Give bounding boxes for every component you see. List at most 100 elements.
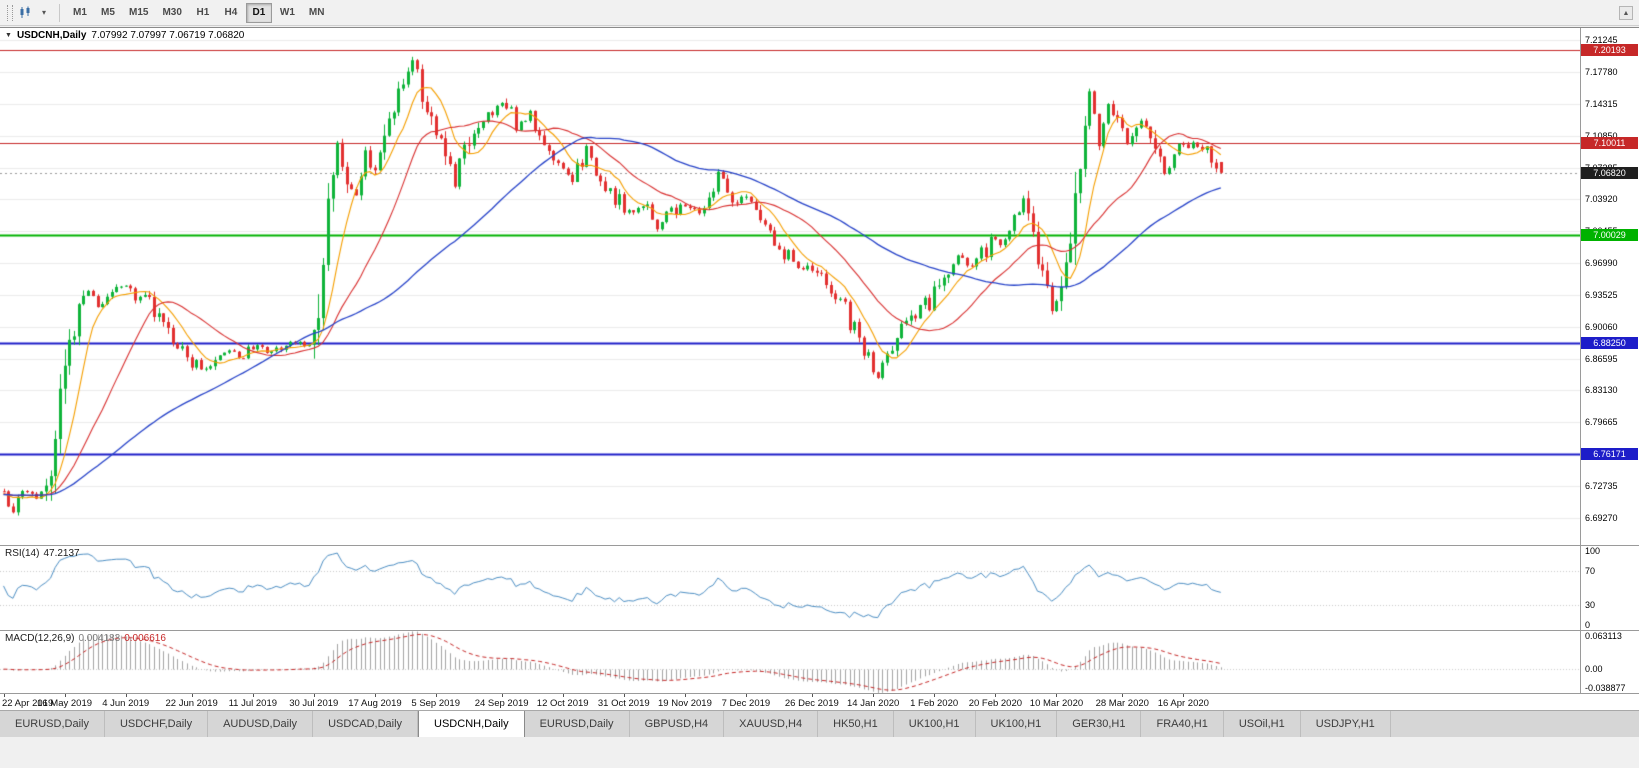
chart-type-button[interactable] bbox=[16, 3, 35, 23]
date-tick-mark bbox=[1056, 694, 1057, 697]
chart-window: 7.212457.177807.143157.108507.073857.039… bbox=[0, 27, 1639, 711]
rsi-tick-label: 100 bbox=[1585, 546, 1601, 556]
price-level-badge: 7.00029 bbox=[1581, 229, 1638, 242]
chart-tab-eurusd-daily[interactable]: EURUSD,Daily bbox=[0, 711, 105, 737]
date-tick-mark bbox=[65, 694, 66, 697]
macd-tick-label: 0.00 bbox=[1585, 664, 1603, 675]
chart-tab-ger30-h1[interactable]: GER30,H1 bbox=[1057, 711, 1142, 737]
date-tick-mark bbox=[436, 694, 437, 697]
macd-signal-value: 0.006616 bbox=[124, 633, 166, 644]
toolbar-separator bbox=[59, 3, 60, 22]
chart-ohlc-values: 7.07992 7.07997 7.06719 7.06820 bbox=[91, 30, 245, 41]
macd-indicator-label: MACD(12,26,9) 0.004183 0.006616 bbox=[5, 633, 170, 644]
date-label: 22 Jun 2019 bbox=[165, 698, 218, 709]
rsi-tick-label: 30 bbox=[1585, 599, 1596, 610]
timeframe-button-m15[interactable]: M15 bbox=[123, 3, 154, 23]
chart-tab-eurusd-daily[interactable]: EURUSD,Daily bbox=[524, 711, 630, 737]
price-tick-label: 6.96990 bbox=[1585, 258, 1618, 269]
chart-type-caret-icon[interactable]: ▾ bbox=[35, 3, 53, 23]
chart-tab-uk100-h1[interactable]: UK100,H1 bbox=[893, 711, 976, 737]
pane-splitter[interactable] bbox=[0, 545, 1639, 546]
price-chart-pane[interactable] bbox=[0, 28, 1580, 545]
rsi-name: RSI(14) bbox=[5, 548, 40, 559]
macd-indicator-pane[interactable] bbox=[0, 631, 1580, 693]
chart-tab-bar: EURUSD,Daily USDCHF,Daily AUDUSD,Daily USDC… bbox=[0, 710, 1639, 737]
chart-tab-usdcnh-daily[interactable]: USDCNH,Daily bbox=[418, 711, 525, 737]
price-axis[interactable]: 7.212457.177807.143157.108507.073857.039… bbox=[1581, 28, 1639, 545]
time-axis[interactable]: 22 Apr 2019 16 May 2019 4 Jun 2019 22 Jun 2… bbox=[0, 694, 1639, 711]
date-tick-mark bbox=[934, 694, 935, 697]
rsi-indicator-pane[interactable] bbox=[0, 546, 1580, 630]
rsi-value: 47.2137 bbox=[43, 548, 80, 559]
date-tick-mark bbox=[746, 694, 747, 697]
chart-tab-xauusd-h4[interactable]: XAUUSD,H4 bbox=[724, 711, 819, 737]
date-label: 22 Apr 2019 bbox=[2, 698, 54, 709]
chart-tab-usdjpy-h1[interactable]: USDJPY,H1 bbox=[1300, 711, 1391, 737]
chart-tab-fra40-h1[interactable]: FRA40,H1 bbox=[1141, 711, 1224, 737]
date-tick-mark bbox=[1183, 694, 1184, 697]
date-label: 5 Sep 2019 bbox=[411, 698, 460, 709]
timeframe-button-w1[interactable]: W1 bbox=[274, 3, 301, 23]
date-tick-mark bbox=[253, 694, 254, 697]
price-tick-label: 6.83130 bbox=[1585, 385, 1618, 396]
price-tick-label: 6.79665 bbox=[1585, 417, 1618, 428]
candlestick-chart-icon bbox=[20, 6, 30, 18]
timeframe-button-m5[interactable]: M5 bbox=[95, 3, 121, 23]
date-tick-mark bbox=[126, 694, 127, 697]
date-label: 26 Dec 2019 bbox=[784, 698, 839, 709]
collapse-chart-icon[interactable]: ▼ bbox=[5, 32, 12, 39]
date-label: 17 Aug 2019 bbox=[348, 698, 402, 709]
macd-axis[interactable]: 0.063113 0.00 -0.038877 bbox=[1581, 631, 1639, 693]
date-tick-mark bbox=[624, 694, 625, 697]
date-label: 7 Dec 2019 bbox=[721, 698, 771, 709]
chart-tab-usoil-h1[interactable]: USOil,H1 bbox=[1223, 711, 1301, 737]
rsi-axis[interactable]: 100 70 30 0 bbox=[1581, 546, 1639, 630]
toolbar-drag-handle[interactable] bbox=[7, 4, 13, 21]
price-tick-label: 6.69270 bbox=[1585, 512, 1618, 523]
price-tick-label: 7.14315 bbox=[1585, 98, 1618, 109]
macd-tick-label: -0.038877 bbox=[1585, 683, 1626, 693]
chart-tab-usdcad-daily[interactable]: USDCAD,Daily bbox=[313, 711, 419, 737]
macd-main-value: 0.004183 bbox=[78, 633, 121, 644]
timeframe-button-m30[interactable]: M30 bbox=[156, 3, 187, 23]
date-label: 10 Mar 2020 bbox=[1029, 698, 1084, 709]
price-tick-label: 7.21245 bbox=[1585, 35, 1618, 46]
chart-tab-gbpusd-h4[interactable]: GBPUSD,H4 bbox=[629, 711, 725, 737]
macd-name: MACD(12,26,9) bbox=[5, 633, 75, 644]
date-tick-mark bbox=[375, 694, 376, 697]
timeframe-button-m1[interactable]: M1 bbox=[67, 3, 93, 23]
date-label: 12 Oct 2019 bbox=[536, 698, 589, 709]
date-label: 31 Oct 2019 bbox=[597, 698, 650, 709]
rsi-tick-label: 0 bbox=[1585, 620, 1591, 630]
toolbar-scroll-up-icon[interactable]: ▲ bbox=[1619, 6, 1633, 20]
date-tick-mark bbox=[1122, 694, 1123, 697]
date-label: 16 May 2019 bbox=[37, 698, 93, 709]
price-level-badge: 6.88250 bbox=[1581, 337, 1638, 350]
timeframe-bar: M1 M5 M15 M30 H1 H4 D1 W1 MN bbox=[66, 0, 331, 25]
chart-tab-audusd-daily[interactable]: AUDUSD,Daily bbox=[208, 711, 314, 737]
macd-tick-label: 0.063113 bbox=[1585, 631, 1622, 641]
date-tick-mark bbox=[314, 694, 315, 697]
price-level-badge: 7.20193 bbox=[1581, 43, 1638, 56]
timeframe-button-h1[interactable]: H1 bbox=[190, 3, 216, 23]
date-label: 4 Jun 2019 bbox=[102, 698, 150, 709]
price-tick-label: 7.17780 bbox=[1585, 67, 1618, 78]
timeframe-button-h4[interactable]: H4 bbox=[218, 3, 244, 23]
time-axis-separator bbox=[0, 693, 1639, 694]
chart-tab-uk100-h1[interactable]: UK100,H1 bbox=[975, 711, 1058, 737]
current-price-badge: 7.06820 bbox=[1581, 166, 1638, 179]
timeframe-button-d1[interactable]: D1 bbox=[245, 2, 272, 23]
price-tick-label: 7.03920 bbox=[1585, 194, 1618, 205]
date-tick-mark bbox=[502, 694, 503, 697]
chart-symbol-label: USDCNH,Daily bbox=[16, 30, 87, 41]
price-level-badge: 6.76171 bbox=[1581, 448, 1638, 461]
chart-tab-hk50-h1[interactable]: HK50,H1 bbox=[818, 711, 894, 737]
date-tick-mark bbox=[812, 694, 813, 697]
price-tick-label: 6.86595 bbox=[1585, 353, 1618, 364]
timeframe-button-mn[interactable]: MN bbox=[303, 3, 331, 23]
chart-tab-usdchf-daily[interactable]: USDCHF,Daily bbox=[104, 711, 209, 737]
date-label: 1 Feb 2020 bbox=[910, 698, 959, 709]
rsi-indicator-label: RSI(14) 47.2137 bbox=[5, 548, 84, 559]
pane-splitter[interactable] bbox=[0, 630, 1639, 631]
